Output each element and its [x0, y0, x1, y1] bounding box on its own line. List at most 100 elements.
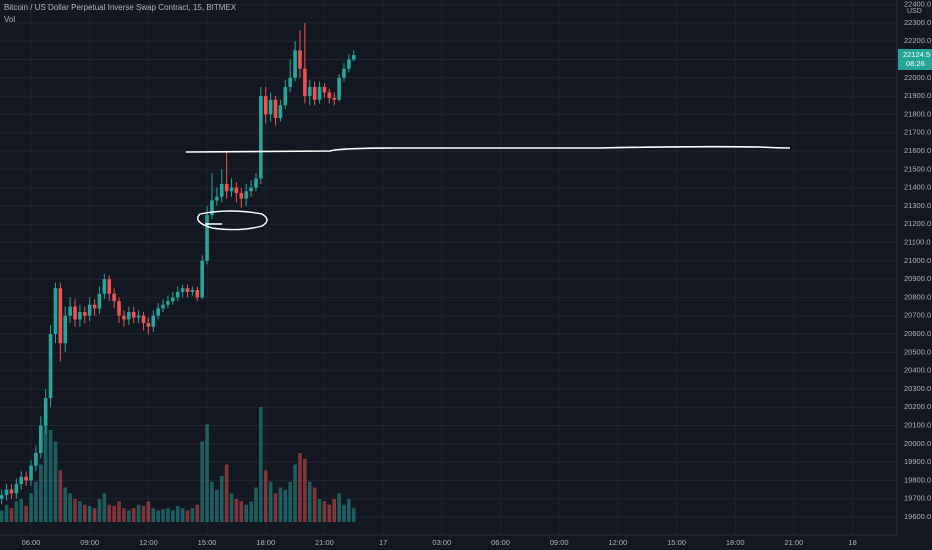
- candle-body: [200, 260, 204, 298]
- y-tick-label: 20800.0: [904, 292, 931, 301]
- y-tick-label: 20500.0: [904, 347, 931, 356]
- candle-body: [0, 495, 4, 499]
- candle-body: [151, 315, 156, 327]
- volume-label: Vol: [4, 15, 15, 24]
- candle-body: [219, 183, 224, 197]
- y-tick-label: 21000.0: [904, 256, 931, 265]
- volume-bar: [224, 464, 229, 522]
- candle-body: [53, 288, 58, 335]
- candle-body: [254, 178, 258, 188]
- chart-title: Bitcoin / US Dollar Perpetual Inverse Sw…: [4, 3, 237, 12]
- y-tick-label: 20400.0: [904, 366, 931, 375]
- y-tick-label: 22200.0: [904, 36, 931, 45]
- x-tick-label: 15:00: [198, 538, 217, 547]
- volume-bar: [4, 504, 9, 522]
- candle-body: [283, 86, 288, 106]
- y-tick-label: 20000.0: [904, 439, 931, 448]
- candle-body: [268, 99, 273, 115]
- y-tick-label: 21400.0: [904, 183, 931, 192]
- volume-bar: [337, 493, 341, 522]
- volume-bar: [92, 508, 97, 522]
- volume-bar: [322, 501, 327, 522]
- volume-bar: [38, 464, 43, 522]
- drawn-line: [185, 145, 791, 153]
- candle-body: [312, 86, 317, 100]
- y-tick-label: 21300.0: [904, 201, 931, 210]
- y-tick-label: 20700.0: [904, 311, 931, 320]
- candle-body: [278, 105, 283, 119]
- candle-body: [273, 99, 278, 119]
- candle-body: [205, 215, 209, 261]
- volume-bar: [53, 441, 58, 522]
- y-tick-label: 19800.0: [904, 475, 931, 484]
- volume-bar: [278, 487, 283, 522]
- candle-body: [215, 196, 219, 201]
- y-tick-label: 21600.0: [904, 146, 931, 155]
- y-tick-label: 19900.0: [904, 457, 931, 466]
- volume-layer: [0, 407, 356, 522]
- candle-body: [127, 312, 131, 320]
- volume-bar: [141, 505, 146, 522]
- volume-bar: [215, 489, 219, 522]
- candle-body: [14, 484, 19, 494]
- last-price-label: 22124.5: [903, 50, 930, 59]
- volume-bar: [229, 493, 234, 522]
- volume-bar: [146, 501, 151, 522]
- volume-bar: [43, 412, 48, 522]
- candle-body: [327, 92, 332, 98]
- volume-bar: [293, 464, 297, 522]
- volume-bar: [244, 504, 248, 522]
- candle-body: [102, 279, 107, 294]
- candle-body: [332, 97, 337, 100]
- candle-body: [249, 187, 253, 192]
- candle-body: [244, 191, 248, 199]
- x-tick-label: 06:00: [22, 538, 41, 547]
- candle-body: [97, 293, 102, 309]
- x-tick-label: 21:00: [315, 538, 334, 547]
- volume-bar: [317, 499, 322, 522]
- volume-bar: [73, 499, 77, 522]
- y-tick-label: 20900.0: [904, 274, 931, 283]
- volume-bar: [303, 458, 307, 522]
- volume-bar: [298, 453, 302, 522]
- volume-bar: [205, 424, 209, 522]
- candle-body: [92, 304, 97, 309]
- candle-body: [112, 293, 116, 302]
- candle-body: [122, 315, 126, 320]
- candle-body: [24, 476, 28, 481]
- volume-bar: [136, 504, 141, 522]
- x-tick-label: 12:00: [139, 538, 158, 547]
- y-tick-label: 19700.0: [904, 494, 931, 503]
- volume-bar: [63, 487, 68, 522]
- x-tick-label: 21:00: [785, 538, 804, 547]
- candle-body: [166, 301, 170, 305]
- candle-body: [224, 183, 229, 192]
- volume-bar: [24, 505, 28, 522]
- candle-body: [63, 315, 68, 344]
- candle-body: [107, 279, 112, 294]
- y-tick-label: 19600.0: [904, 512, 931, 521]
- x-tick-label: 15:00: [667, 538, 686, 547]
- candle-body: [78, 312, 82, 320]
- candle-body: [180, 288, 185, 292]
- candle-body: [298, 50, 302, 69]
- y-tick-label: 20200.0: [904, 402, 931, 411]
- y-tick-label: 21500.0: [904, 164, 931, 173]
- y-tick-label: 21200.0: [904, 219, 931, 228]
- y-tick-label: 20300.0: [904, 384, 931, 393]
- x-tick-label: 18: [848, 538, 856, 547]
- candle-body: [68, 306, 72, 316]
- volume-bar: [151, 508, 156, 522]
- volume-bar: [171, 510, 175, 522]
- candle-body: [342, 68, 346, 78]
- volume-bar: [180, 508, 185, 522]
- volume-bar: [263, 470, 268, 522]
- candle-body: [239, 193, 244, 199]
- volume-bar: [48, 430, 53, 522]
- x-tick-label: 09:00: [550, 538, 569, 547]
- volume-bar: [19, 499, 24, 522]
- candle-body: [307, 86, 312, 97]
- y-tick-label: 20600.0: [904, 329, 931, 338]
